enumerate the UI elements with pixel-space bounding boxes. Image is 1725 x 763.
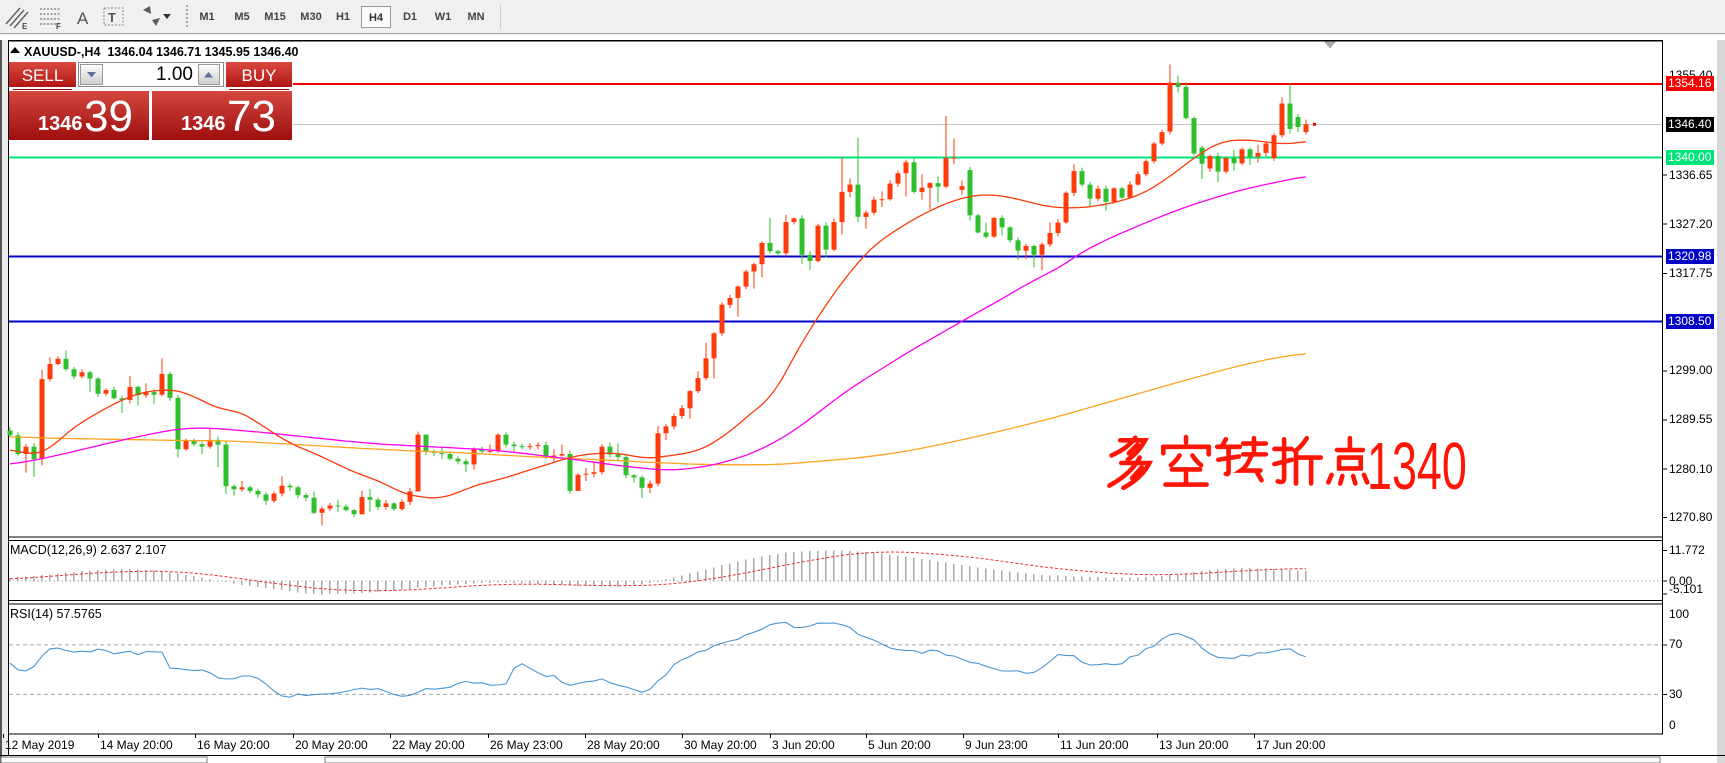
svg-text:E: E (22, 22, 28, 31)
svg-text:T: T (108, 10, 116, 25)
svg-text:A: A (77, 9, 89, 28)
svg-text:1340: 1340 (1367, 429, 1467, 504)
svg-text:F: F (56, 22, 61, 31)
